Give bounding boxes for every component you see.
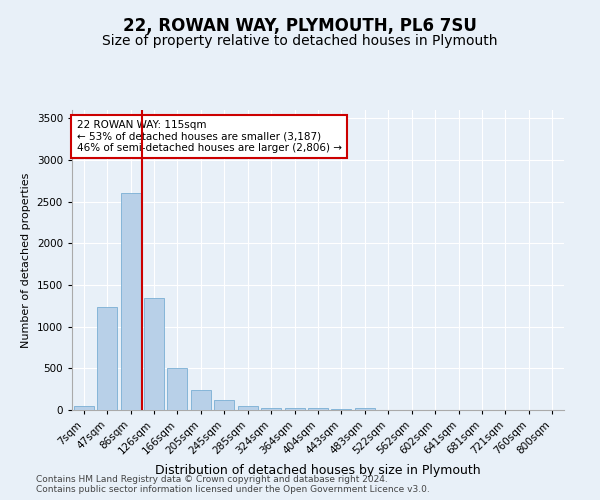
X-axis label: Distribution of detached houses by size in Plymouth: Distribution of detached houses by size … (155, 464, 481, 477)
Bar (284, 408, 305, 410)
Bar (214, 400, 234, 410)
Text: 22, ROWAN WAY, PLYMOUTH, PL6 7SU: 22, ROWAN WAY, PLYMOUTH, PL6 7SU (123, 18, 477, 36)
Bar (74, 406, 94, 410)
Bar (355, 408, 375, 410)
Text: 22 ROWAN WAY: 115sqm
← 53% of detached houses are smaller (3,187)
46% of semi-de: 22 ROWAN WAY: 115sqm ← 53% of detached h… (77, 120, 341, 153)
Bar (97, 306, 117, 410)
Bar (308, 408, 328, 410)
Bar (121, 194, 140, 410)
Text: Contains public sector information licensed under the Open Government Licence v3: Contains public sector information licen… (36, 485, 430, 494)
Bar (331, 409, 352, 410)
Bar (191, 390, 211, 410)
Text: Contains HM Land Registry data © Crown copyright and database right 2024.: Contains HM Land Registry data © Crown c… (36, 475, 388, 484)
Bar (167, 368, 187, 410)
Bar (144, 298, 164, 410)
Bar (238, 406, 257, 410)
Text: Size of property relative to detached houses in Plymouth: Size of property relative to detached ho… (102, 34, 498, 48)
Y-axis label: Number of detached properties: Number of detached properties (21, 172, 31, 348)
Bar (261, 408, 281, 410)
